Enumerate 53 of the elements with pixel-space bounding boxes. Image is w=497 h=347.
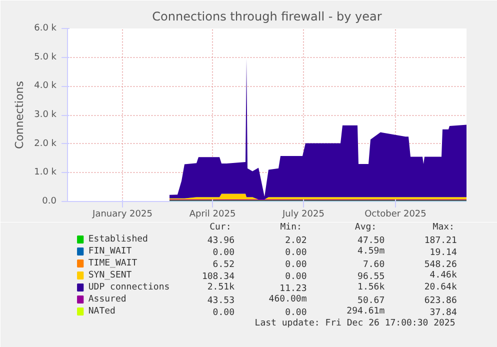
text: 43.96 [207, 236, 234, 246]
text: 623.86 [424, 296, 457, 306]
y-tick-label: 4.0 k [34, 81, 58, 92]
text: 548.26 [424, 260, 457, 270]
text: 2.02 [285, 236, 307, 246]
y-tick-label: 0.0 [42, 196, 57, 206]
x-tick-label: July 2025 [282, 210, 324, 220]
y-tick-label: 1.0 k [34, 168, 58, 178]
text: 50.67 [358, 296, 385, 306]
legend-label: Established [88, 234, 148, 244]
text: 460.00m [268, 294, 307, 304]
x-tick-label: October 2025 [364, 210, 426, 220]
text: 11.23 [280, 284, 307, 294]
text: 0.00 [212, 308, 234, 318]
text: 43.53 [207, 296, 234, 306]
chart-title: Connections through firewall - by year [152, 10, 382, 24]
text: 0.00 [285, 260, 307, 270]
y-axis-title: Connections [13, 80, 26, 149]
text: Min: [280, 222, 302, 232]
legend-label: UDP connections [88, 282, 170, 292]
text: 7.60 [362, 260, 385, 270]
text: 0.00 [212, 248, 234, 258]
text: Max: [432, 222, 454, 232]
text: 37.84 [430, 308, 457, 318]
legend-label: NATed [88, 306, 116, 316]
y-tick-label: 2.0 k [34, 138, 58, 149]
y-tick-label: 5.0 k [34, 52, 58, 62]
x-tick-label: January 2025 [92, 210, 152, 220]
text: 4.59m [358, 246, 385, 256]
y-tick-label: 6.0 k [34, 24, 58, 34]
text: Cur: [210, 222, 232, 232]
legend-label: TIME_WAIT [88, 258, 138, 268]
text: 20.64k [424, 282, 458, 292]
text: 0.00 [285, 272, 307, 282]
y-tick-label: 3.0 k [34, 110, 58, 120]
legend-label: FIN_WAIT [88, 246, 132, 256]
text: 1.56k [358, 282, 386, 292]
text: 108.34 [202, 272, 234, 282]
text: 187.21 [424, 236, 457, 246]
text: 19.14 [430, 248, 457, 258]
text: 0.00 [285, 248, 307, 258]
text: 294.61m [346, 306, 385, 316]
legend-label: SYN_SENT [88, 270, 132, 280]
text: Avg: [354, 222, 377, 232]
text: 96.55 [358, 272, 385, 282]
text: 47.50 [358, 236, 385, 246]
legend-label: Assured [88, 294, 126, 304]
x-tick-label: April 2025 [189, 210, 236, 220]
text: 2.51k [207, 282, 236, 292]
text: 0.00 [285, 308, 307, 318]
text: Last update: Fri Dec 26 17:00:30 2025 [254, 318, 456, 328]
text: 6.52 [212, 260, 234, 270]
text: 4.46k [430, 270, 458, 280]
